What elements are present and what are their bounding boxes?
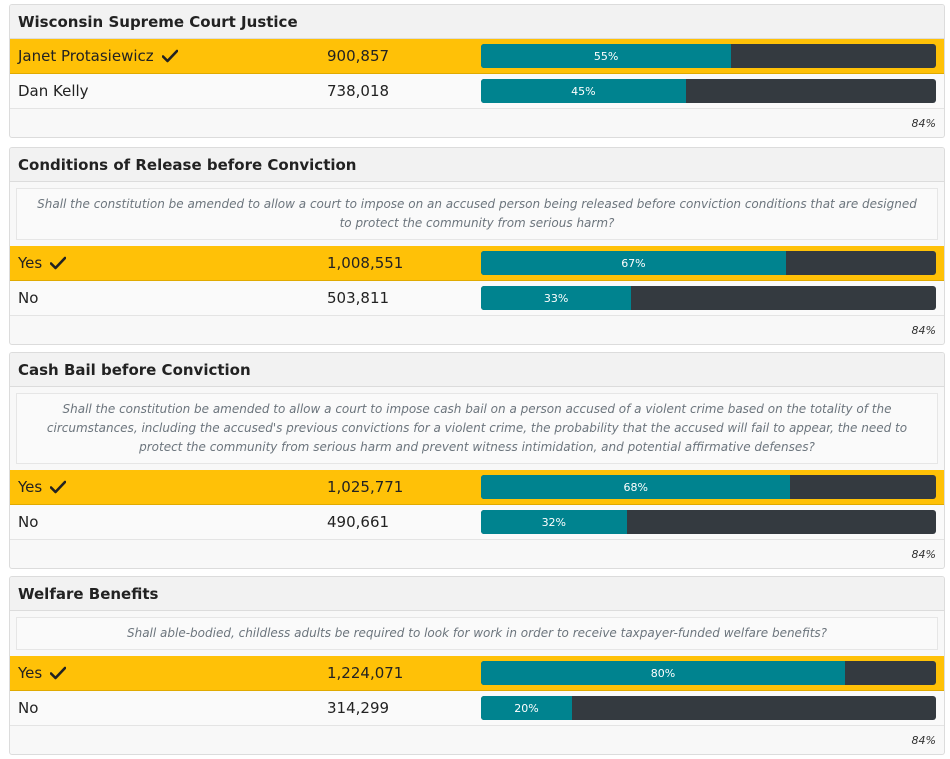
precincts-reporting: 84%	[911, 324, 936, 337]
percent-bar: 55%	[481, 44, 936, 68]
result-row: No 490,661 32%	[10, 505, 944, 540]
percent-bar-fill: 20%	[481, 696, 572, 720]
checkmark-icon	[161, 49, 178, 63]
precincts-reporting: 84%	[911, 734, 936, 747]
candidate-name: No	[18, 281, 38, 315]
percent-bar-fill: 67%	[481, 251, 786, 275]
percent-bar: 20%	[481, 696, 936, 720]
checkmark-icon	[50, 256, 67, 270]
candidate-name: No	[18, 505, 38, 539]
vote-count: 490,661	[327, 513, 390, 531]
precincts-reporting: 84%	[911, 548, 936, 561]
percent-bar-fill: 68%	[481, 475, 791, 499]
result-row: Yes 1,025,771 68%	[10, 470, 944, 505]
candidate-label: No	[18, 513, 39, 531]
percent-bar: 68%	[481, 475, 936, 499]
ballot-question: Shall the constitution be amended to all…	[16, 188, 938, 240]
percent-bar: 33%	[481, 286, 936, 310]
race-card: Wisconsin Supreme Court Justice Janet Pr…	[9, 4, 945, 138]
result-row: No 314,299 20%	[10, 691, 944, 726]
precincts-reporting: 84%	[911, 117, 936, 130]
result-row: Dan Kelly 738,018 45%	[10, 74, 944, 109]
checkmark-icon	[50, 480, 67, 494]
race-card: Welfare Benefits Shall able-bodied, chil…	[9, 576, 945, 755]
race-footer: 84%	[10, 316, 944, 344]
ballot-question: Shall able-bodied, childless adults be r…	[16, 617, 938, 650]
vote-count: 738,018	[327, 82, 390, 100]
percent-bar: 80%	[481, 661, 936, 685]
vote-count: 503,811	[327, 289, 390, 307]
candidate-label: No	[18, 289, 39, 307]
candidate-label: Yes	[18, 254, 43, 272]
percent-bar-fill: 33%	[481, 286, 632, 310]
checkmark-icon	[50, 666, 67, 680]
race-card: Cash Bail before Conviction Shall the co…	[9, 352, 945, 569]
race-title: Cash Bail before Conviction	[10, 353, 944, 387]
race-title: Wisconsin Supreme Court Justice	[10, 5, 944, 39]
candidate-name: Dan Kelly	[18, 74, 89, 108]
race-card: Conditions of Release before Conviction …	[9, 147, 945, 345]
candidate-label: No	[18, 699, 39, 717]
percent-bar: 45%	[481, 79, 936, 103]
result-row: Janet Protasiewicz 900,857 55%	[10, 39, 944, 74]
race-footer: 84%	[10, 540, 944, 568]
race-title: Conditions of Release before Conviction	[10, 148, 944, 182]
vote-count: 1,008,551	[327, 254, 404, 272]
result-row: Yes 1,224,071 80%	[10, 656, 944, 691]
candidate-name: Yes	[18, 246, 67, 280]
candidate-name: No	[18, 691, 38, 725]
candidate-label: Dan Kelly	[18, 82, 89, 100]
ballot-question: Shall the constitution be amended to all…	[16, 393, 938, 464]
vote-count: 314,299	[327, 699, 390, 717]
percent-bar: 32%	[481, 510, 936, 534]
race-title: Welfare Benefits	[10, 577, 944, 611]
candidate-name: Yes	[18, 470, 67, 504]
percent-bar: 67%	[481, 251, 936, 275]
candidate-name: Janet Protasiewicz	[18, 39, 178, 73]
candidate-name: Yes	[18, 656, 67, 690]
percent-bar-fill: 32%	[481, 510, 627, 534]
candidate-label: Janet Protasiewicz	[18, 47, 154, 65]
percent-bar-fill: 80%	[481, 661, 845, 685]
race-footer: 84%	[10, 726, 944, 754]
vote-count: 1,025,771	[327, 478, 404, 496]
candidate-label: Yes	[18, 664, 43, 682]
vote-count: 1,224,071	[327, 664, 404, 682]
percent-bar-fill: 45%	[481, 79, 686, 103]
race-footer: 84%	[10, 109, 944, 137]
percent-bar-fill: 55%	[481, 44, 732, 68]
candidate-label: Yes	[18, 478, 43, 496]
vote-count: 900,857	[327, 47, 390, 65]
result-row: Yes 1,008,551 67%	[10, 246, 944, 281]
result-row: No 503,811 33%	[10, 281, 944, 316]
